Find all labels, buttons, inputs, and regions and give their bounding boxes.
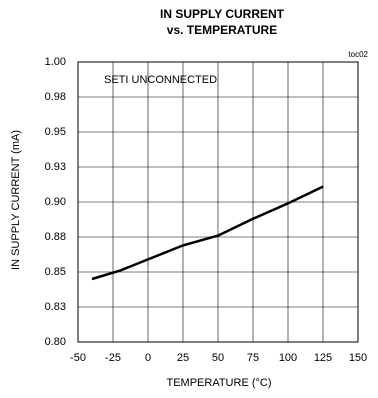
y-tick-label: 0.95 (45, 126, 66, 138)
x-tick-label: 50 (212, 352, 224, 364)
y-tick-label: 0.88 (45, 231, 66, 243)
y-tick-label: 0.80 (45, 336, 66, 348)
corner-label: toc02 (348, 50, 368, 59)
y-tick-label: 0.90 (45, 196, 66, 208)
chart-title: IN SUPPLY CURRENT (160, 7, 285, 21)
x-tick-label: -50 (70, 352, 86, 364)
x-tick-label: 75 (247, 352, 259, 364)
data-line (91, 185, 324, 281)
x-tick-label: 0 (145, 352, 151, 364)
x-tick-label: 25 (177, 352, 189, 364)
x-tick-label: 150 (349, 352, 367, 364)
y-tick-label: 1.00 (45, 56, 66, 68)
x-tick-label: 100 (279, 352, 297, 364)
y-tick-label: 0.98 (45, 91, 66, 103)
chart-subtitle: vs. TEMPERATURE (167, 23, 277, 37)
plot-frame (77, 61, 359, 343)
annotation: SETI UNCONNECTED (104, 74, 217, 86)
x-tick-label: -25 (105, 352, 121, 364)
y-tick-label: 0.93 (45, 161, 66, 173)
x-tick-label: 125 (314, 352, 332, 364)
y-tick-label: 0.83 (45, 301, 66, 313)
x-axis-label: TEMPERATURE (°C) (166, 377, 271, 389)
y-tick-label: 0.85 (45, 266, 66, 278)
y-axis-label: IN SUPPLY CURRENT (mA) (10, 130, 22, 270)
